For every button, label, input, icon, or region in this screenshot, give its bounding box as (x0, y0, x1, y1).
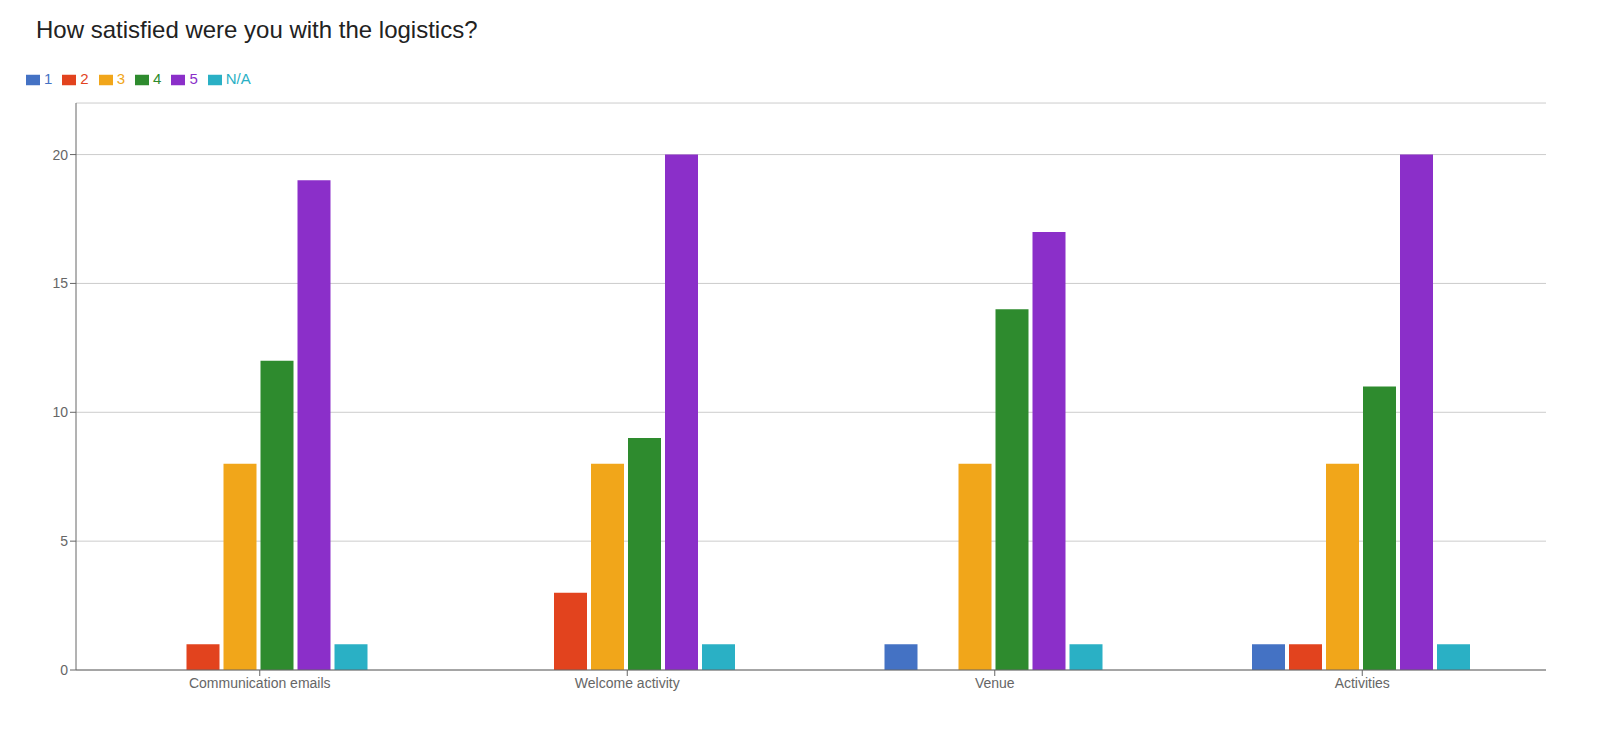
svg-text:5: 5 (60, 533, 68, 549)
html-text:N/A: N/A (225, 70, 251, 87)
svg-text:0: 0 (60, 662, 68, 678)
html-text:2: 2 (80, 70, 89, 87)
html-text:3: 3 (116, 70, 125, 87)
svg-text:10: 10 (52, 404, 68, 420)
svg-text:15: 15 (52, 275, 68, 291)
html-text:How satisfied were you with th: How satisfied were you with the logistic… (36, 16, 478, 43)
html-text:5: 5 (189, 70, 198, 87)
svg-text:Communication emails: Communication emails (189, 675, 331, 691)
svg-text:Venue: Venue (975, 675, 1015, 691)
svg-text:Welcome activity: Welcome activity (575, 675, 680, 691)
svg-text:Activities: Activities (1335, 675, 1390, 691)
svg-text:20: 20 (52, 147, 68, 163)
html-text:4: 4 (153, 70, 162, 87)
html-text:1: 1 (44, 70, 53, 87)
